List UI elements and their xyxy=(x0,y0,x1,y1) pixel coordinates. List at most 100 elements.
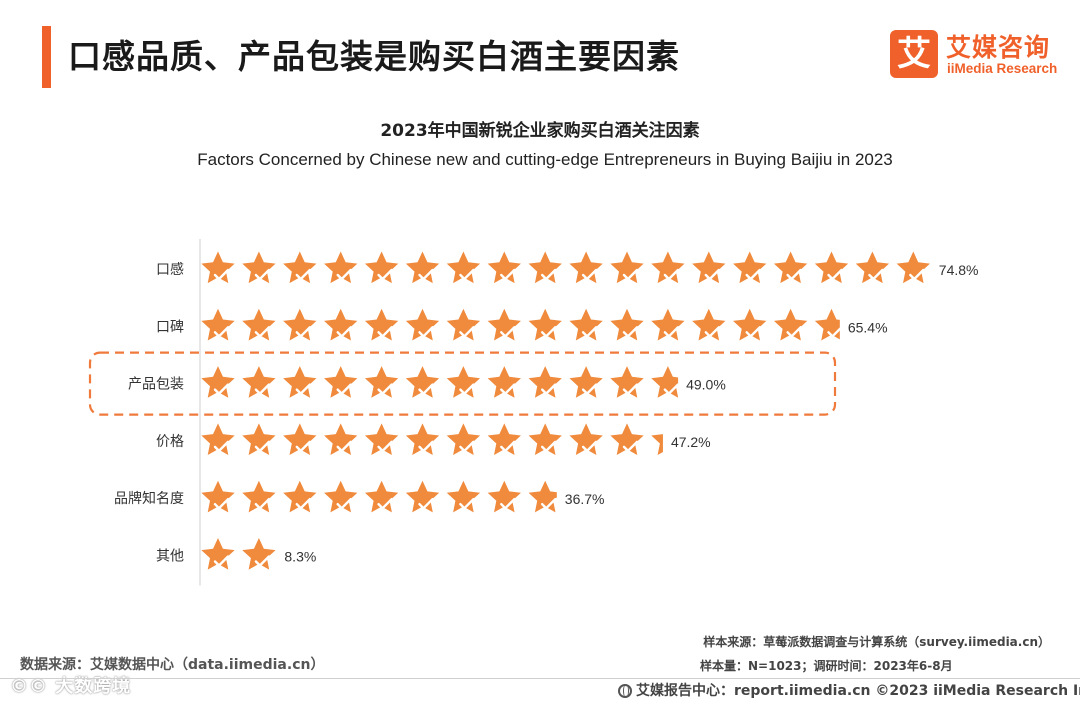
category-label: 价格 xyxy=(156,434,184,450)
star-icon xyxy=(487,251,521,284)
check-mark-icon xyxy=(213,498,230,510)
star-icon xyxy=(242,480,276,513)
star-icon xyxy=(364,308,399,341)
check-mark-icon xyxy=(581,383,598,395)
star-icon xyxy=(855,251,890,284)
check-mark-icon xyxy=(663,383,679,395)
check-mark-icon xyxy=(786,326,802,338)
value-label: 49.0% xyxy=(686,377,726,393)
page-title: 口感品质、产品包装是购买白酒主要因素 xyxy=(68,37,680,76)
value-label: 47.2% xyxy=(671,434,711,450)
check-mark-icon xyxy=(909,268,925,281)
star-icon xyxy=(692,251,726,284)
star-icon xyxy=(364,480,399,513)
star-icon xyxy=(446,308,481,341)
star-icon xyxy=(446,480,481,513)
check-mark-icon xyxy=(336,268,352,281)
check-mark-icon xyxy=(541,440,557,453)
check-mark-icon xyxy=(541,326,557,338)
category-label: 品牌知名度 xyxy=(114,490,184,507)
star-icon xyxy=(896,251,930,284)
check-mark-icon xyxy=(663,326,680,338)
check-mark-icon xyxy=(377,326,393,338)
star-icon xyxy=(773,308,808,341)
star-icon xyxy=(651,251,685,284)
star-icon xyxy=(569,423,603,456)
check-mark-icon xyxy=(377,498,393,510)
star-icon xyxy=(283,480,317,513)
star-icon xyxy=(405,423,440,456)
star-bar-chart: 口感 74.8% 口碑 65.4% 产品包装 49.0% 价格 47.2% 品牌知名度 36.7%… xyxy=(88,239,979,586)
watermark: ©© 大数跨境 xyxy=(10,676,132,697)
check-mark-icon xyxy=(254,326,271,338)
star-icon xyxy=(528,366,562,398)
logo-icon: 艾 xyxy=(890,30,938,78)
check-mark-icon xyxy=(254,498,271,510)
check-mark-icon xyxy=(418,326,434,338)
star-icon xyxy=(201,251,235,284)
check-mark-icon xyxy=(500,383,516,395)
star-icon xyxy=(569,366,603,398)
star-icon xyxy=(487,366,521,398)
star-icon xyxy=(405,251,440,284)
star-icon xyxy=(733,308,767,341)
star-icon xyxy=(364,423,399,456)
star-icon xyxy=(201,366,235,398)
star-icon xyxy=(324,251,358,284)
check-mark-icon xyxy=(745,326,761,338)
check-mark-icon xyxy=(336,326,352,338)
check-mark-icon xyxy=(295,498,311,510)
chart-title: 2023年中国新锐企业家购买白酒关注因素 xyxy=(380,121,700,141)
check-mark-icon xyxy=(254,268,271,281)
star-icon xyxy=(610,251,644,284)
check-mark-icon xyxy=(295,440,311,453)
title-accent-bar xyxy=(42,26,51,88)
star-icon xyxy=(201,538,235,570)
star-icon xyxy=(528,423,562,456)
star-icon xyxy=(405,308,440,341)
star-icon xyxy=(364,251,399,284)
bar-5: 其他 8.3% xyxy=(156,538,316,570)
check-mark-icon xyxy=(213,440,230,453)
star-icon xyxy=(569,308,603,341)
check-mark-icon xyxy=(704,326,720,338)
star-icon xyxy=(242,423,276,456)
check-mark-icon xyxy=(581,326,598,338)
check-mark-icon xyxy=(500,498,516,510)
star-icon xyxy=(610,366,644,398)
star-icon xyxy=(283,366,317,398)
star-icon xyxy=(610,308,644,341)
value-label: 8.3% xyxy=(284,549,316,565)
star-icon xyxy=(324,480,358,513)
check-mark-icon xyxy=(541,268,557,281)
check-mark-icon xyxy=(254,440,271,453)
bar-2: 产品包装 49.0% xyxy=(88,351,837,416)
star-icon xyxy=(692,308,726,341)
star-icon xyxy=(405,366,440,398)
check-mark-icon xyxy=(459,498,475,510)
value-label: 74.8% xyxy=(939,262,979,278)
check-mark-icon xyxy=(459,383,475,395)
check-mark-icon xyxy=(377,268,393,281)
check-mark-icon xyxy=(663,268,680,281)
check-mark-icon xyxy=(868,268,884,281)
check-mark-icon xyxy=(295,383,311,395)
check-mark-icon xyxy=(622,326,639,338)
footer[interactable]: 艾媒报告中心：report.iimedia.cn ©2023 iiMedia R… xyxy=(618,680,1080,700)
check-mark-icon xyxy=(254,383,271,395)
star-icon xyxy=(324,366,358,398)
check-mark-icon xyxy=(336,383,352,395)
star-icon xyxy=(814,308,840,341)
bar-0: 口感 74.8% xyxy=(156,251,979,284)
star-icon xyxy=(651,308,685,341)
check-mark-icon xyxy=(459,326,475,338)
star-icon xyxy=(733,251,767,284)
check-mark-icon xyxy=(581,440,598,453)
star-icon xyxy=(242,308,276,341)
check-mark-icon xyxy=(827,268,843,281)
highlight-box xyxy=(88,351,837,416)
sample-size: 样本量：N=1023；调研时间：2023年6-8月 xyxy=(700,659,953,673)
star-icon xyxy=(446,366,481,398)
value-label: 36.7% xyxy=(565,491,605,507)
check-mark-icon xyxy=(745,268,761,281)
